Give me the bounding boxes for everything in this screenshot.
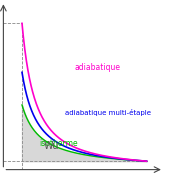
Text: adiabatique: adiabatique [75, 63, 121, 72]
Text: isotherme: isotherme [39, 139, 78, 148]
Text: adiabatique multi-étaple: adiabatique multi-étaple [65, 109, 151, 116]
Text: Wu: Wu [44, 141, 59, 151]
